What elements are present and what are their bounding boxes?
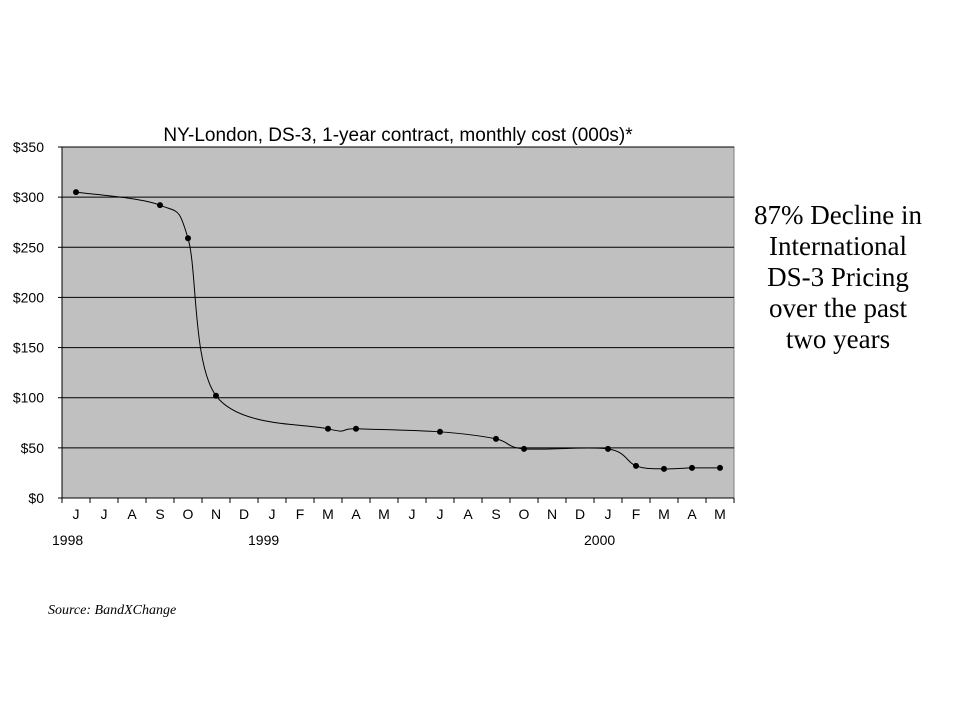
x-tick-label: J xyxy=(101,506,108,522)
data-point xyxy=(213,392,219,399)
data-point xyxy=(521,445,527,452)
data-point xyxy=(717,464,723,471)
data-markers xyxy=(73,189,723,472)
y-tick-label: $150 xyxy=(13,340,44,356)
y-tick-label: $100 xyxy=(13,390,44,406)
x-tick-label: A xyxy=(463,506,473,522)
x-tick-label: F xyxy=(632,506,641,522)
data-point xyxy=(325,425,331,432)
x-tick-label: N xyxy=(211,506,221,522)
source-note: Source: BandXChange xyxy=(48,603,177,618)
data-point xyxy=(185,235,191,242)
x-tick-label: S xyxy=(491,506,500,522)
x-tick-label: A xyxy=(687,506,697,522)
plot-area xyxy=(61,146,735,499)
data-point xyxy=(73,189,79,196)
year-label: 1998 xyxy=(52,532,83,548)
axes xyxy=(58,146,735,503)
data-point xyxy=(605,445,611,452)
data-point xyxy=(493,435,499,442)
x-tick-label: J xyxy=(437,506,444,522)
x-tick-label: D xyxy=(575,506,585,522)
x-tick-label: M xyxy=(658,506,670,522)
x-tick-label: J xyxy=(605,506,612,522)
x-tick-label: N xyxy=(547,506,557,522)
x-tick-label: J xyxy=(409,506,416,522)
x-tick-label: O xyxy=(519,506,530,522)
x-tick-label: M xyxy=(378,506,390,522)
data-point xyxy=(661,465,667,472)
x-tick-label: A xyxy=(127,506,137,522)
x-axis-year-labels: 1998 1999 2000 xyxy=(52,532,615,548)
gridlines xyxy=(62,146,734,449)
y-tick-label: $250 xyxy=(13,239,44,255)
y-tick-label: $50 xyxy=(21,440,45,456)
decline-annotation: 87% Decline in International DS-3 Pricin… xyxy=(754,200,922,354)
chart-title: NY-London, DS-3, 1-year contract, monthl… xyxy=(163,125,633,146)
x-tick-label: F xyxy=(296,506,305,522)
y-tick-label: $0 xyxy=(28,490,44,506)
y-tick-label: $300 xyxy=(13,189,44,205)
x-tick-label: J xyxy=(73,506,80,522)
data-point xyxy=(157,202,163,209)
year-label: 1999 xyxy=(248,532,279,548)
data-point xyxy=(689,464,695,471)
data-point xyxy=(353,425,359,432)
x-tick-label: S xyxy=(155,506,164,522)
data-point xyxy=(633,462,639,469)
y-tick-label: $200 xyxy=(13,289,44,305)
x-tick-label: D xyxy=(239,506,249,522)
x-tick-label: M xyxy=(714,506,726,522)
x-tick-label: A xyxy=(351,506,361,522)
x-tick-label: J xyxy=(269,506,276,522)
y-axis-tick-labels: $0 $50 $100 $150 $200 $250 $300 $350 xyxy=(13,139,44,506)
y-tick-label: $350 xyxy=(13,139,44,155)
data-point xyxy=(437,428,443,435)
year-label: 2000 xyxy=(584,532,615,548)
x-tick-label: O xyxy=(183,506,194,522)
x-tick-label: M xyxy=(322,506,334,522)
